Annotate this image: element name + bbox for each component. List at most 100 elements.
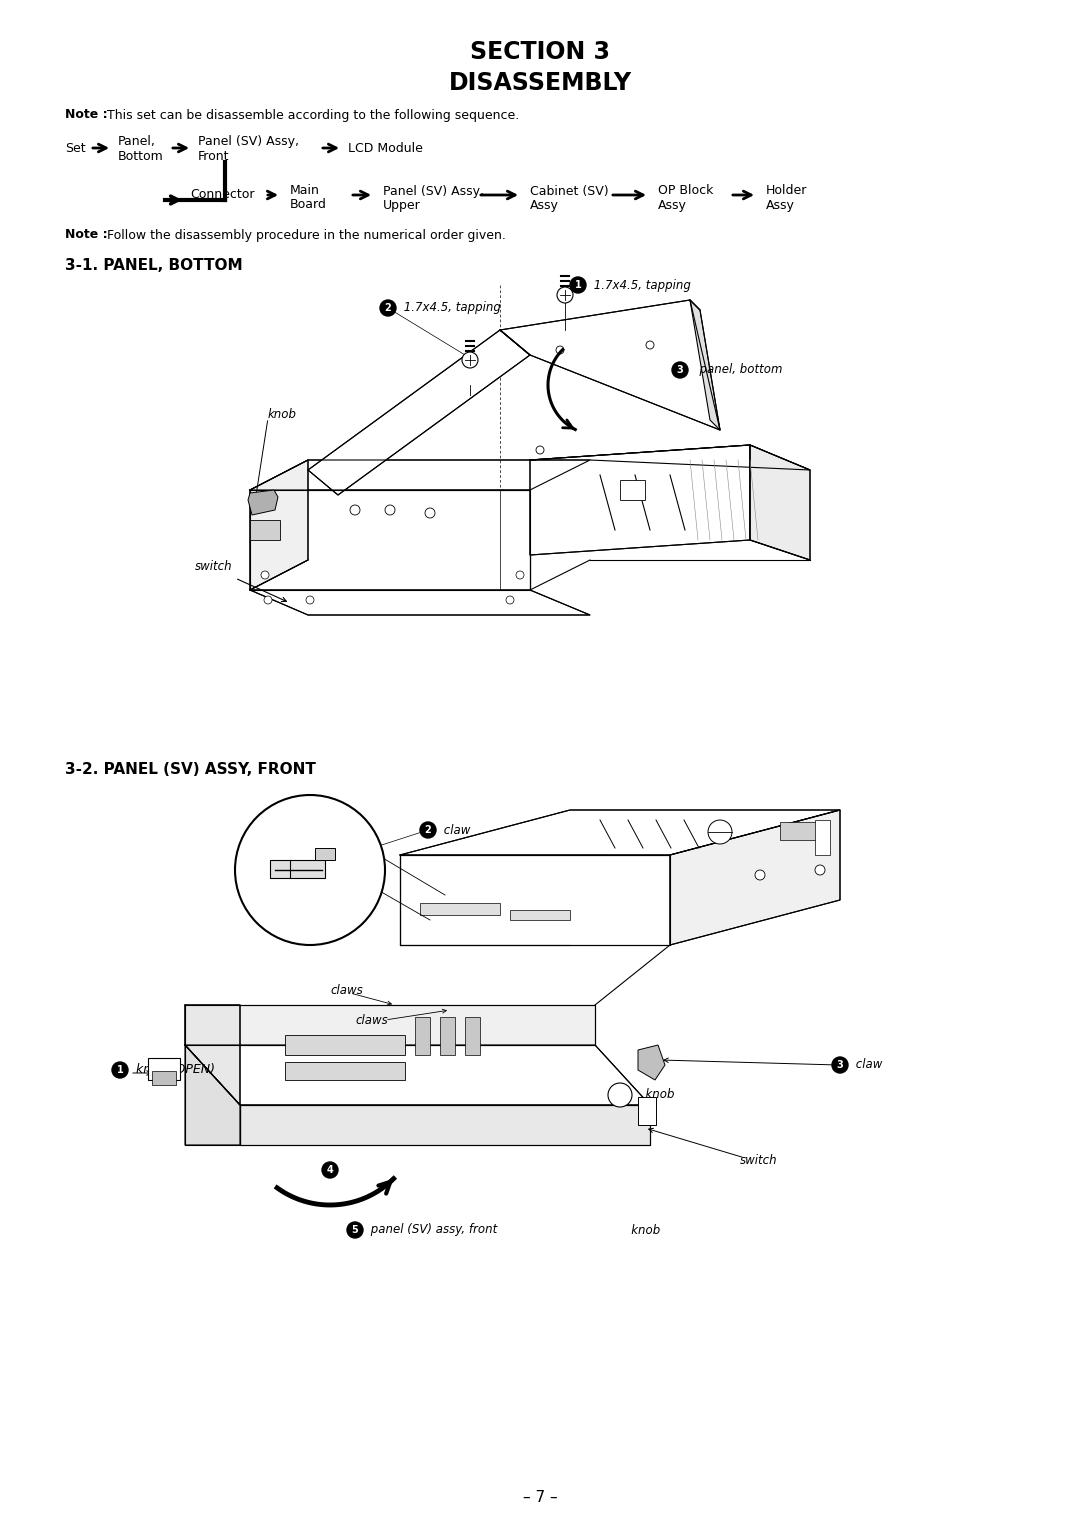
Text: Note :: Note : [65,229,108,241]
Polygon shape [750,445,810,559]
Text: 3: 3 [677,365,684,374]
Circle shape [112,1062,129,1077]
Circle shape [322,1161,338,1178]
Text: Main: Main [291,185,320,197]
Circle shape [507,596,514,604]
Text: panel, bottom: panel, bottom [692,364,783,376]
Text: 4: 4 [326,1164,334,1175]
Polygon shape [249,590,590,614]
Polygon shape [248,490,278,515]
Text: Assy: Assy [766,199,795,211]
Text: 3-1. PANEL, BOTTOM: 3-1. PANEL, BOTTOM [65,258,243,272]
Text: Panel (SV) Assy,: Panel (SV) Assy, [198,134,299,148]
Text: 1: 1 [575,280,581,290]
Text: OP Block: OP Block [658,185,714,197]
Text: 2: 2 [384,303,391,313]
Text: 5: 5 [352,1225,359,1235]
Text: – 7 –: – 7 – [523,1490,557,1505]
Bar [148,1057,180,1080]
Polygon shape [530,445,810,471]
Polygon shape [400,856,670,944]
Text: knob: knob [638,1088,675,1102]
Circle shape [556,345,564,354]
Circle shape [570,277,586,293]
Polygon shape [185,1005,595,1045]
Text: 1.7x4.5, tapping: 1.7x4.5, tapping [590,278,691,292]
Polygon shape [638,1045,665,1080]
Circle shape [420,822,436,837]
Circle shape [608,1083,632,1106]
Polygon shape [240,1105,650,1144]
Circle shape [264,596,272,604]
Polygon shape [308,330,530,495]
Polygon shape [670,810,840,944]
Text: knob (OPEN): knob (OPEN) [132,1063,215,1077]
Polygon shape [400,810,840,856]
Polygon shape [530,445,750,555]
Circle shape [755,869,765,880]
Text: Holder: Holder [766,185,808,197]
Circle shape [672,362,688,377]
Bar [620,480,645,500]
Bar [415,1018,430,1054]
Text: DISASSEMBLY: DISASSEMBLY [448,70,632,95]
Text: Assy: Assy [658,199,687,211]
Circle shape [516,571,524,579]
Circle shape [536,446,544,454]
Text: LCD Module: LCD Module [348,142,423,154]
Circle shape [380,299,396,316]
Circle shape [832,1057,848,1073]
Bar [780,822,820,840]
Text: knob: knob [268,408,297,422]
Text: 1: 1 [117,1065,123,1076]
Text: 3-2. PANEL (SV) ASSY, FRONT: 3-2. PANEL (SV) ASSY, FRONT [65,762,315,778]
Bar [152,1071,176,1085]
Bar [249,520,280,539]
Text: Board: Board [291,199,327,211]
Text: Assy: Assy [530,199,558,211]
Circle shape [708,821,732,843]
Circle shape [557,287,573,303]
Bar [465,1018,480,1054]
Circle shape [306,596,314,604]
Circle shape [462,351,478,368]
Bar [510,911,570,920]
Text: Upper: Upper [383,199,421,211]
Circle shape [646,341,654,348]
Text: claw: claw [852,1059,882,1071]
Bar [270,860,325,879]
Circle shape [426,507,435,518]
Circle shape [815,865,825,876]
Polygon shape [249,460,308,590]
Bar [638,1097,656,1125]
Text: 2: 2 [424,825,431,834]
Polygon shape [500,299,720,429]
Text: This set can be disassemble according to the following sequence.: This set can be disassemble according to… [107,108,519,122]
Text: claws: claws [355,1013,388,1027]
Text: Connector: Connector [190,188,255,202]
Text: 1.7x4.5, tapping: 1.7x4.5, tapping [400,301,501,315]
Text: Bottom: Bottom [118,150,164,163]
Text: Note :: Note : [65,108,108,122]
Text: 3: 3 [837,1060,843,1070]
Text: Set: Set [65,142,85,154]
Text: claw: claw [440,824,471,836]
Polygon shape [185,1005,240,1105]
Circle shape [261,571,269,579]
Text: claws: claws [330,984,363,996]
Circle shape [350,504,360,515]
Text: Front: Front [198,150,229,163]
Bar [440,1018,455,1054]
Bar [420,903,500,915]
Text: panel (SV) assy, front: panel (SV) assy, front [367,1224,497,1236]
Polygon shape [249,490,530,590]
Bar [815,821,831,856]
Polygon shape [249,460,590,490]
Text: Panel (SV) Assy,: Panel (SV) Assy, [383,185,484,197]
Text: Panel,: Panel, [118,134,156,148]
Bar [285,1034,405,1054]
Text: Cabinet (SV): Cabinet (SV) [530,185,609,197]
Polygon shape [690,299,720,429]
Polygon shape [185,1045,650,1105]
Text: switch: switch [740,1154,778,1166]
